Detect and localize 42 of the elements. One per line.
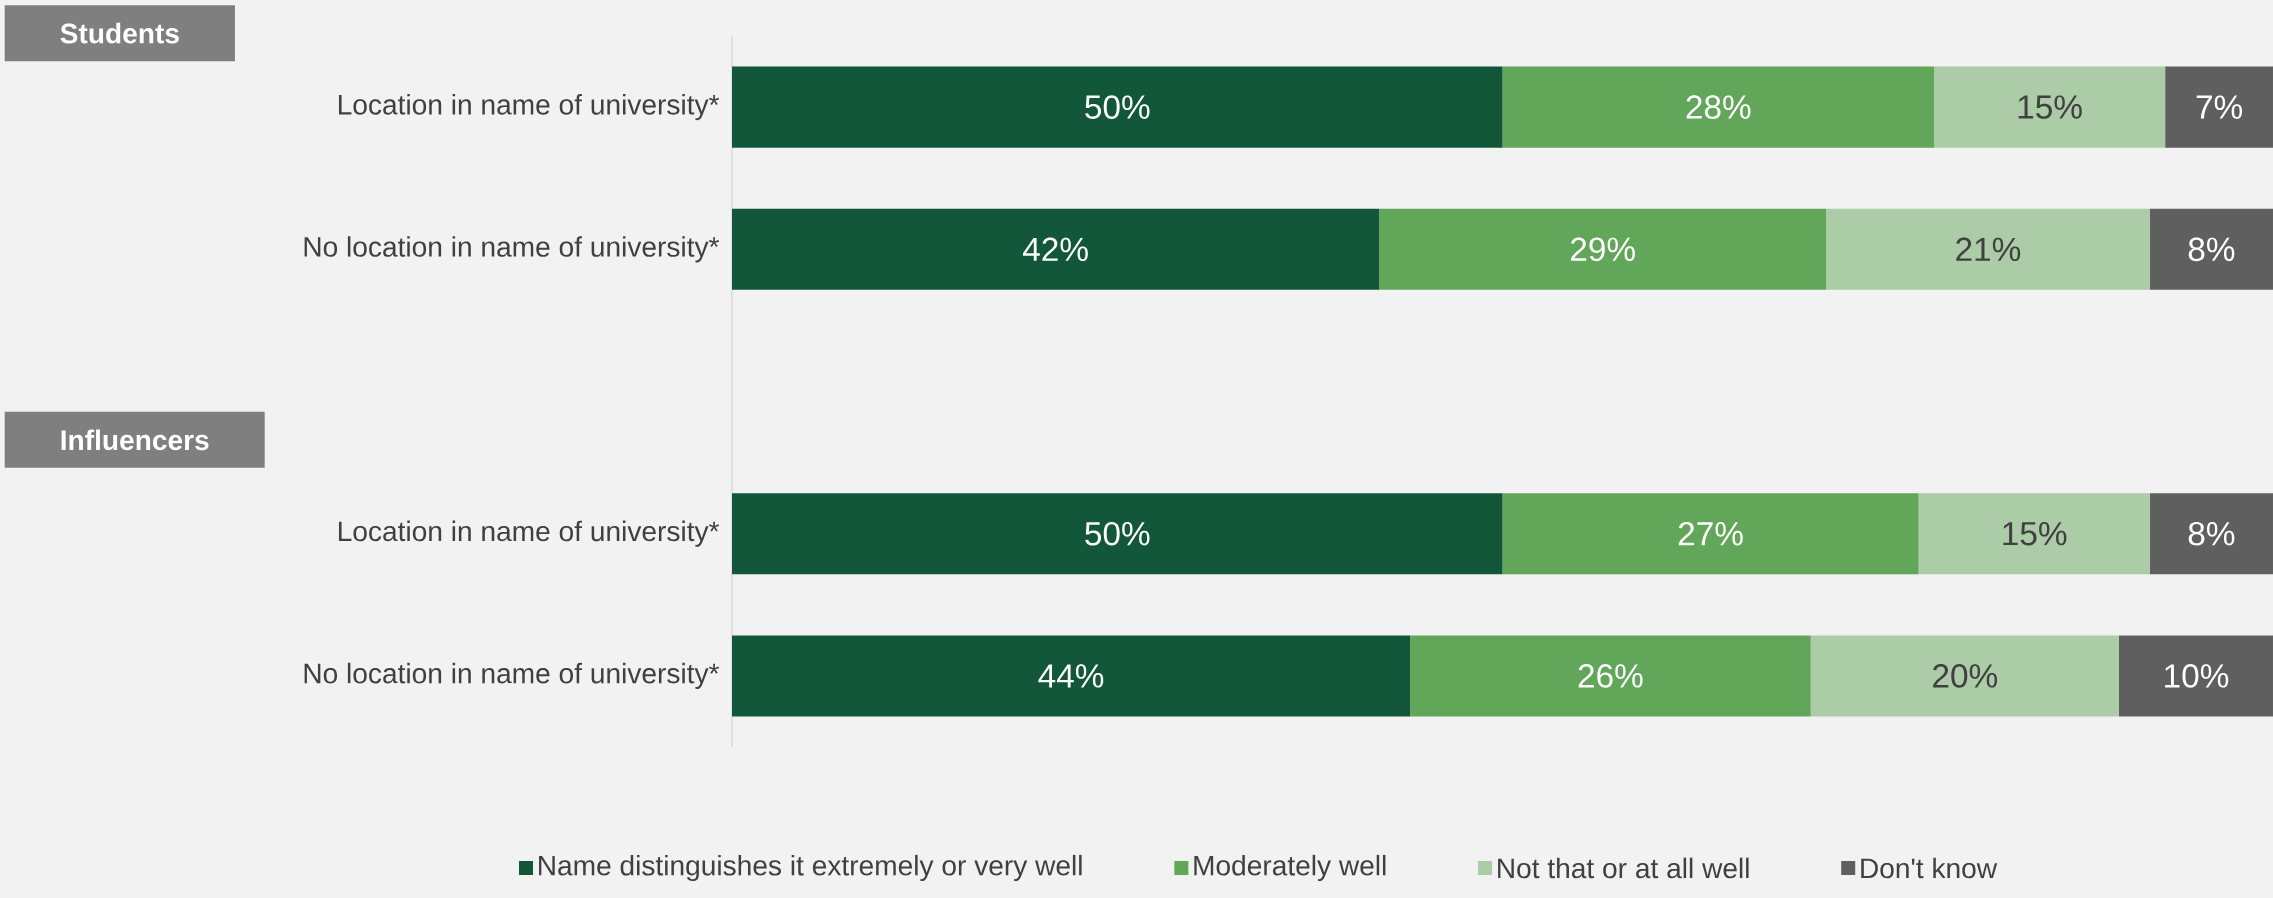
text: Influencers (61, 429, 209, 451)
bar (1502, 493, 1919, 575)
bar (2165, 66, 2273, 148)
y-tick-label: Location in name of university* (338, 520, 720, 547)
data-label: 50% (1085, 521, 1150, 546)
legend-label: Don't know (1861, 857, 1998, 879)
data-label: 29% (1570, 237, 1635, 262)
bar (1410, 635, 1811, 717)
y-tick-label: Location in name of university* (338, 93, 720, 121)
y-tick-label: No location in name of university* (304, 236, 720, 263)
data-label: 21% (1956, 237, 2021, 262)
bar (1379, 208, 1827, 290)
data-label: 10% (2165, 664, 2229, 688)
data-label: 20% (1933, 664, 1998, 688)
bar (1918, 493, 2150, 575)
data-label: 15% (2003, 521, 2067, 546)
data-label: 42% (1022, 237, 1088, 262)
bar (732, 635, 1411, 717)
data-label: 15% (2018, 95, 2082, 119)
data-label: 26% (1578, 664, 1643, 688)
data-label: 50% (1085, 95, 1150, 119)
data-label: 8% (2188, 237, 2235, 262)
data-label: 7% (2196, 95, 2243, 119)
bar (2118, 635, 2273, 717)
bar (2149, 208, 2273, 290)
bar (1502, 66, 1935, 148)
bar (732, 66, 1503, 148)
bar (732, 208, 1380, 290)
bar (732, 493, 1503, 575)
data-label: 44% (1038, 664, 1104, 688)
bar (2149, 493, 2273, 575)
bar (1810, 635, 2119, 717)
data-label: 28% (1686, 95, 1751, 119)
bar (1826, 208, 2150, 290)
legend-label: Not that or at all well (1498, 857, 1749, 879)
data-label: 27% (1678, 521, 1743, 546)
legend-label: Name distinguishes it extremely or very well (539, 854, 1082, 882)
bar (1934, 66, 2166, 148)
data-label: 8% (2188, 521, 2235, 546)
y-tick-label: No location in name of university* (304, 662, 720, 690)
text: Students (60, 22, 179, 44)
legend-label: Moderately well (1194, 854, 1386, 882)
